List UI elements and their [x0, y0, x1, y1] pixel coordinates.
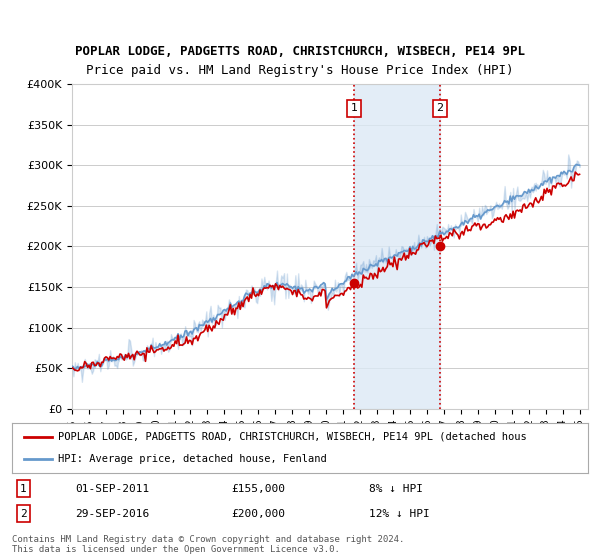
Text: POPLAR LODGE, PADGETTS ROAD, CHRISTCHURCH, WISBECH, PE14 9PL: POPLAR LODGE, PADGETTS ROAD, CHRISTCHURC… — [75, 45, 525, 58]
Bar — [354, 84, 440, 409]
Text: 2: 2 — [20, 509, 27, 519]
Text: 2: 2 — [436, 104, 443, 113]
Text: POPLAR LODGE, PADGETTS ROAD, CHRISTCHURCH, WISBECH, PE14 9PL (detached hous: POPLAR LODGE, PADGETTS ROAD, CHRISTCHURC… — [58, 432, 527, 442]
Text: Contains HM Land Registry data © Crown copyright and database right 2024.
This d: Contains HM Land Registry data © Crown c… — [12, 535, 404, 554]
Text: 01-SEP-2011: 01-SEP-2011 — [76, 484, 149, 493]
Text: £155,000: £155,000 — [231, 484, 285, 493]
Text: £200,000: £200,000 — [231, 509, 285, 519]
Text: Price paid vs. HM Land Registry's House Price Index (HPI): Price paid vs. HM Land Registry's House … — [86, 64, 514, 77]
Text: 12% ↓ HPI: 12% ↓ HPI — [369, 509, 430, 519]
Text: 29-SEP-2016: 29-SEP-2016 — [76, 509, 149, 519]
Text: HPI: Average price, detached house, Fenland: HPI: Average price, detached house, Fenl… — [58, 454, 327, 464]
Text: 8% ↓ HPI: 8% ↓ HPI — [369, 484, 423, 493]
Text: 1: 1 — [350, 104, 358, 113]
Text: 1: 1 — [20, 484, 27, 493]
